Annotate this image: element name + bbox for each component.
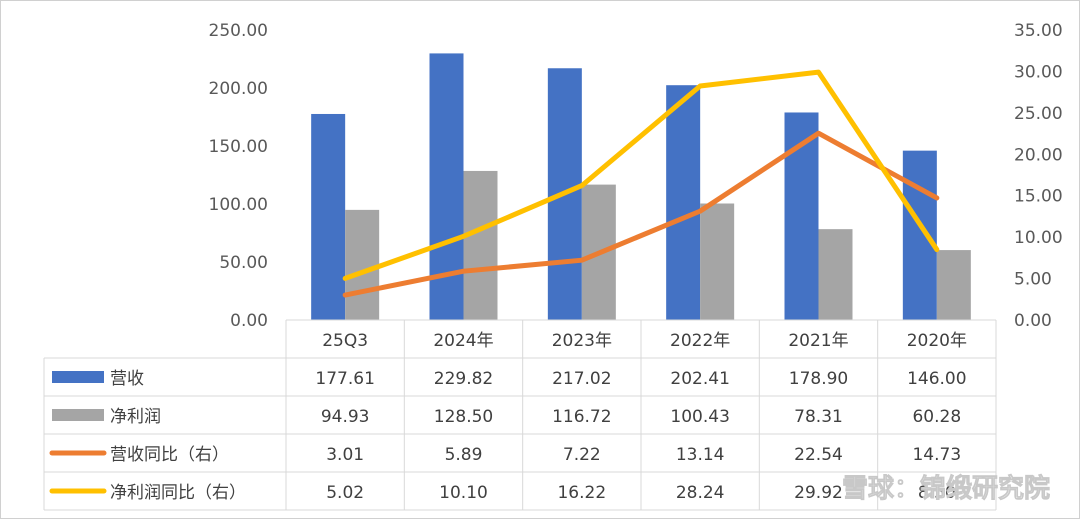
y-right-tick-label: 5.00	[1014, 270, 1052, 290]
data-label: 100.43	[670, 407, 729, 427]
bar-net-profit	[818, 229, 853, 320]
data-label: 178.90	[789, 369, 848, 389]
y-left-tick-label: 0.00	[230, 311, 268, 331]
bar-revenue	[902, 150, 937, 320]
data-label: 94.93	[321, 407, 370, 427]
series-name: 营收同比（右）	[110, 445, 229, 465]
bar-revenue	[311, 113, 346, 320]
data-label: 7.22	[563, 445, 601, 465]
bar-net-profit	[345, 209, 380, 320]
y-left-tick-label: 250.00	[209, 21, 268, 41]
y-right-tick-label: 25.00	[1014, 104, 1063, 124]
data-label: 202.41	[670, 369, 729, 389]
category-label: 2024年	[433, 331, 493, 351]
watermark: 雪球：锦缎研究院	[842, 473, 1051, 505]
data-label: 78.31	[794, 407, 843, 427]
series-name: 营收	[110, 369, 144, 389]
y-right-tick-label: 10.00	[1014, 228, 1063, 248]
data-label: 116.72	[552, 407, 611, 427]
data-label: 146.00	[907, 369, 966, 389]
axes: 0.00 50.00 100.00 150.00 200.00 250.00 0.00 5.0…	[209, 21, 1063, 331]
bar-net-profit	[700, 203, 735, 320]
bar-revenue	[666, 85, 701, 320]
data-label: 5.89	[445, 445, 483, 465]
y-right-tick-label: 15.00	[1014, 187, 1063, 207]
data-label: 5.02	[326, 483, 364, 503]
watermark-text: 雪球：锦缎研究院	[842, 473, 1050, 504]
series-name: 净利润	[110, 407, 161, 427]
y-left-tick-label: 200.00	[209, 79, 268, 99]
legend-key-bar	[52, 371, 104, 383]
data-label: 14.73	[912, 445, 961, 465]
data-label: 8.50	[918, 483, 956, 503]
category-label: 2023年	[552, 331, 612, 351]
data-label: 229.82	[434, 369, 493, 389]
data-label: 10.10	[439, 483, 488, 503]
category-label: 25Q3	[322, 331, 368, 351]
line-net-profit-yoy	[342, 69, 940, 281]
bar-revenue	[429, 53, 464, 320]
y-left-tick-label: 150.00	[209, 137, 268, 157]
bar-net-profit	[936, 250, 971, 320]
data-label: 128.50	[434, 407, 493, 427]
data-label: 28.24	[676, 483, 725, 503]
lines	[342, 69, 940, 298]
y-right-tick-label: 0.00	[1014, 311, 1052, 331]
legend-key-bar	[52, 409, 104, 421]
data-label: 60.28	[912, 407, 961, 427]
line-revenue-yoy	[342, 130, 940, 298]
bar-net-profit	[463, 170, 498, 320]
data-label: 22.54	[794, 445, 843, 465]
y-left-tick-label: 50.00	[219, 253, 268, 273]
category-label: 2021年	[788, 331, 848, 351]
y-right-tick-label: 35.00	[1014, 21, 1063, 41]
data-label: 177.61	[315, 369, 374, 389]
data-label: 16.22	[557, 483, 606, 503]
data-label: 13.14	[676, 445, 725, 465]
data-label: 29.92	[794, 483, 843, 503]
category-label: 2020年	[907, 331, 967, 351]
data-label: 217.02	[552, 369, 611, 389]
y-right-tick-label: 20.00	[1014, 145, 1063, 165]
category-label: 2022年	[670, 331, 730, 351]
series-name: 净利润同比（右）	[110, 483, 246, 503]
data-label: 3.01	[326, 445, 364, 465]
y-right-tick-label: 30.00	[1014, 62, 1063, 82]
y-left-tick-label: 100.00	[209, 195, 268, 215]
